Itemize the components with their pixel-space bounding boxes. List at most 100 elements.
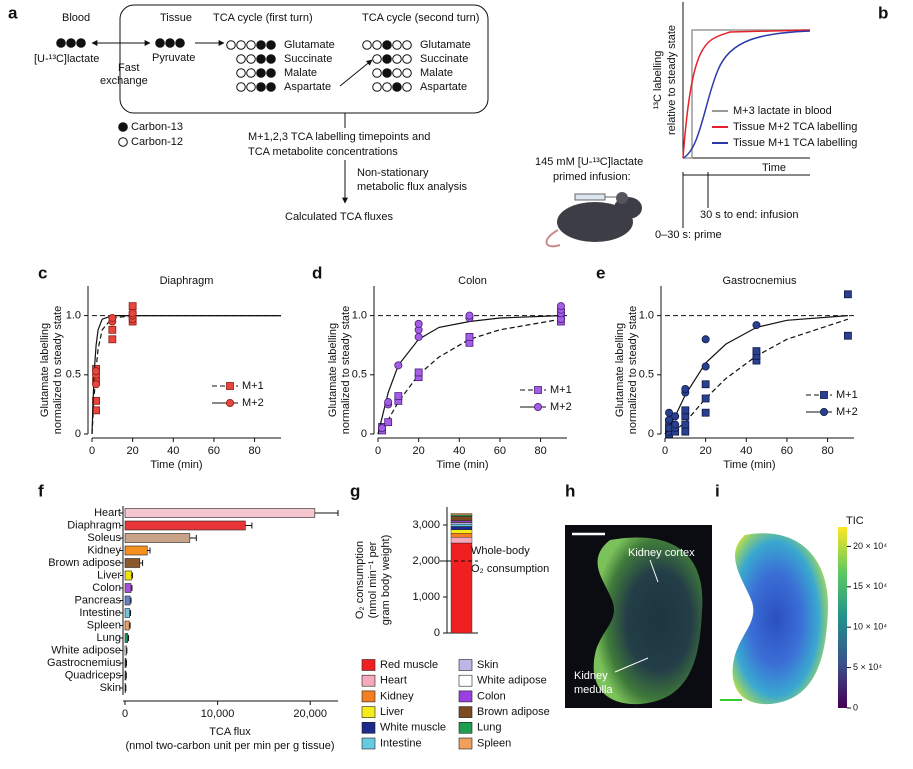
legend-swatch — [361, 659, 376, 671]
data-point — [665, 408, 674, 417]
bar — [124, 520, 246, 531]
legend-swatch — [361, 721, 376, 734]
carbon — [392, 40, 402, 50]
y-tick-label: 0.5 — [639, 369, 654, 381]
carbon — [155, 38, 165, 48]
fit-curve — [377, 315, 561, 435]
panel-letter: d — [312, 263, 322, 282]
legend-label: Kidney — [380, 690, 414, 702]
y-axis-label: Glutamate labelling — [614, 323, 626, 417]
bar — [124, 558, 141, 568]
legend-swatch — [458, 674, 473, 687]
carbon — [372, 68, 382, 78]
bar-segment — [450, 526, 473, 530]
metabolite: Glutamate — [284, 39, 335, 51]
legend-label: Lung — [477, 722, 501, 734]
error-bar — [245, 522, 253, 529]
y-tick-label: 0.5 — [352, 369, 367, 381]
legend-label: Colon — [477, 690, 506, 702]
diagram-label: Calculated TCA fluxes — [285, 211, 394, 223]
data-point — [701, 335, 710, 344]
legend-swatch — [361, 737, 376, 750]
carbon — [236, 68, 246, 78]
carbon — [256, 82, 266, 92]
data-point — [752, 321, 761, 330]
legend-label: White adipose — [477, 675, 547, 687]
metabolite: Aspartate — [284, 81, 331, 93]
legend-label: Red muscle — [380, 659, 438, 671]
data-point — [701, 380, 710, 389]
metabolite: Malate — [420, 67, 453, 79]
error-bar — [130, 597, 132, 604]
y-axis-label: (nmol min⁻¹ per — [367, 541, 379, 618]
carbon — [402, 40, 412, 50]
category-label: Intestine — [79, 607, 121, 619]
legend-swatch — [361, 706, 376, 718]
kidney-heatmap — [732, 533, 829, 705]
bar-segment — [450, 537, 473, 544]
x-tick-label: 0 — [375, 445, 381, 457]
legend-dot — [118, 137, 128, 147]
colorbar-tick-label: 15 × 10⁴ — [853, 581, 887, 591]
x-tick-label: 0 — [122, 708, 128, 720]
panel-letter: h — [565, 481, 575, 500]
category-label: Gastrocnemius — [47, 657, 121, 669]
carbon — [256, 40, 266, 50]
panel-letter: a — [8, 3, 18, 22]
x-tick-label: 20,000 — [293, 708, 327, 720]
y-tick-label: 2,000 — [412, 555, 440, 567]
y-axis-label: Glutamate labelling — [327, 323, 339, 417]
x-axis-label: Time (min) — [150, 459, 202, 471]
data-point — [465, 333, 474, 341]
category-label: Heart — [94, 507, 121, 519]
data-point — [108, 325, 117, 334]
legend-label: M+1 — [550, 384, 572, 396]
bar-segment — [450, 513, 473, 516]
carbon — [402, 68, 412, 78]
data-point — [701, 394, 710, 403]
annotation: Whole-body — [471, 545, 530, 557]
carbon — [246, 54, 256, 64]
data-point — [108, 335, 117, 344]
bar — [124, 633, 129, 643]
bar — [124, 670, 127, 681]
bar — [124, 545, 148, 556]
carbon — [66, 38, 76, 48]
diagram-label: Fast — [118, 62, 139, 74]
category-label: Quadriceps — [65, 669, 122, 681]
y-tick-label: 0 — [361, 428, 367, 440]
x-axis-label: (nmol two-carbon unit per min per g tiss… — [125, 740, 334, 752]
data-point — [378, 424, 387, 433]
fit-curve — [377, 318, 562, 435]
y-tick-label: 0.5 — [66, 369, 81, 381]
legend-label: White muscle — [380, 722, 446, 734]
legend-label: Carbon-12 — [131, 136, 183, 148]
curve-blood — [683, 29, 810, 159]
x-tick-label: 0 — [662, 445, 668, 457]
y-tick-label: 1.0 — [639, 310, 654, 322]
carbon — [226, 40, 236, 50]
metabolite: Succinate — [420, 53, 468, 65]
carbon — [246, 40, 256, 50]
x-tick-label: 80 — [821, 445, 833, 457]
data-point — [844, 290, 852, 299]
panel-letter: i — [715, 481, 720, 500]
mouse — [545, 192, 642, 248]
x-tick-label: 60 — [494, 445, 506, 457]
category-label: Skin — [100, 682, 121, 694]
error-bar — [147, 547, 151, 554]
data-point — [128, 302, 137, 311]
data-point — [414, 368, 423, 377]
category-label: Colon — [92, 582, 121, 594]
carbon — [56, 38, 66, 48]
legend-swatch — [361, 690, 376, 703]
carbon — [175, 38, 185, 48]
carbon — [266, 82, 276, 92]
data-point — [92, 367, 101, 376]
error-bar — [129, 610, 132, 616]
axis-label: Time — [762, 162, 786, 174]
colorbar-tick-label: 20 × 10⁴ — [853, 541, 887, 551]
fit-curve — [664, 315, 848, 435]
data-point — [556, 302, 565, 311]
